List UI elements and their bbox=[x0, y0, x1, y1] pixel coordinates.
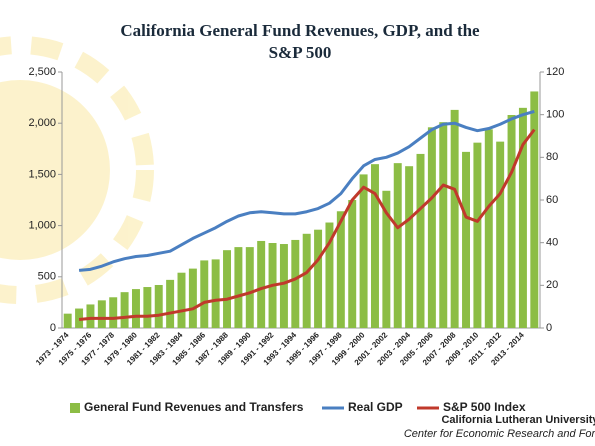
legend-label: S&P 500 Index bbox=[443, 400, 526, 414]
logo-text: California Lutheran University bbox=[441, 414, 595, 426]
line bbox=[78, 110, 535, 272]
y-tick-label: 2,500 bbox=[28, 66, 56, 78]
y2-tick-label: 60 bbox=[546, 194, 558, 206]
y2-tick-label: 120 bbox=[546, 66, 564, 78]
legend-label: Real GDP bbox=[348, 400, 403, 414]
bar bbox=[234, 247, 243, 328]
bar bbox=[462, 151, 471, 328]
y-tick-label: 2,000 bbox=[28, 117, 56, 129]
bar bbox=[484, 129, 493, 328]
bar bbox=[507, 115, 516, 329]
bar bbox=[530, 91, 539, 329]
bar bbox=[359, 174, 368, 328]
bar bbox=[200, 260, 209, 328]
bar bbox=[405, 166, 414, 328]
sun-decoration bbox=[0, 36, 154, 304]
bar bbox=[302, 233, 311, 328]
y-tick-label: 0 bbox=[50, 322, 56, 334]
bar bbox=[109, 297, 118, 328]
bar bbox=[393, 163, 402, 328]
bar bbox=[177, 272, 186, 328]
bar bbox=[120, 292, 129, 328]
bar bbox=[166, 279, 175, 328]
y2-tick-label: 0 bbox=[546, 322, 552, 334]
bar bbox=[143, 287, 152, 328]
bar bbox=[223, 250, 232, 328]
bar bbox=[336, 211, 345, 328]
bar bbox=[416, 153, 425, 328]
bar bbox=[291, 239, 300, 328]
bar bbox=[450, 109, 459, 328]
bar bbox=[496, 141, 505, 328]
bar bbox=[314, 229, 323, 328]
bar bbox=[348, 200, 357, 328]
legend-swatch bbox=[70, 403, 80, 413]
bar bbox=[370, 164, 379, 328]
bar bbox=[439, 122, 448, 329]
legend-label: General Fund Revenues and Transfers bbox=[84, 400, 304, 414]
y2-tick-label: 80 bbox=[546, 151, 558, 163]
bar bbox=[325, 222, 334, 328]
bar bbox=[154, 284, 163, 328]
y-tick-label: 1,500 bbox=[28, 168, 56, 180]
bar bbox=[279, 244, 288, 328]
bar bbox=[245, 247, 254, 328]
chart-title: S&P 500 bbox=[269, 43, 332, 62]
bar bbox=[473, 142, 482, 328]
bar bbox=[257, 240, 266, 328]
bar bbox=[188, 268, 197, 328]
logo-text: Center for Economic Research and Forecas… bbox=[404, 428, 595, 440]
bar bbox=[211, 259, 220, 328]
chart-title: California General Fund Revenues, GDP, a… bbox=[120, 21, 480, 40]
bar bbox=[427, 127, 436, 329]
y2-tick-label: 40 bbox=[546, 237, 558, 249]
bar bbox=[97, 300, 106, 328]
y2-tick-label: 100 bbox=[546, 109, 564, 121]
y-tick-label: 500 bbox=[38, 271, 56, 283]
bar bbox=[382, 190, 391, 328]
bar bbox=[63, 313, 72, 328]
bar bbox=[518, 107, 527, 328]
bar bbox=[131, 289, 140, 328]
line bbox=[78, 128, 536, 321]
y2-tick-label: 20 bbox=[546, 279, 558, 291]
bar bbox=[86, 304, 95, 328]
y-tick-label: 1,000 bbox=[28, 220, 56, 232]
